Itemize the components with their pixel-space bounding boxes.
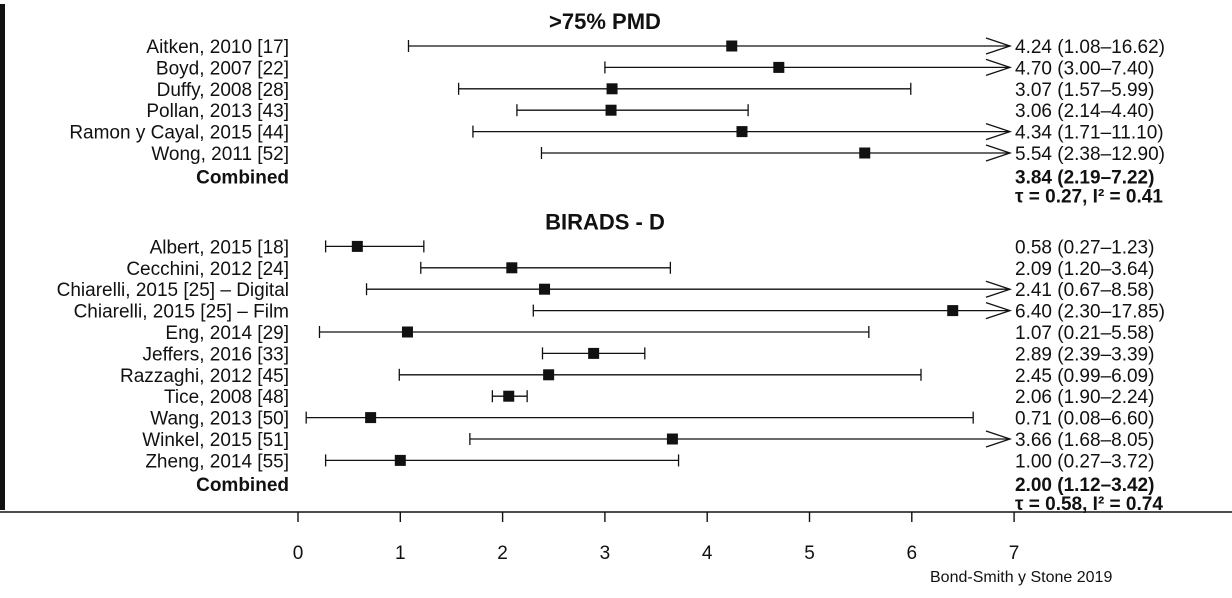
study-label: Boyd, 2007 [22] [156, 58, 289, 79]
x-tick-label: 7 [1009, 543, 1020, 564]
estimate-text: 2.09 (1.20–3.64) [1015, 259, 1154, 280]
heterogeneity-stat: τ = 0.27, I² = 0.41 [1015, 186, 1163, 207]
estimate-text: 2.06 (1.90–2.24) [1015, 387, 1154, 408]
study-label: Eng, 2014 [29] [165, 323, 289, 344]
estimate-text: 6.40 (2.30–17.85) [1015, 302, 1165, 323]
point-estimate [588, 347, 600, 359]
x-tick-label: 1 [395, 543, 406, 564]
combined-estimate: 3.84 (2.19–7.22) [1015, 167, 1154, 188]
point-estimate [506, 262, 518, 274]
point-estimate [859, 147, 871, 159]
x-tick-label: 6 [907, 543, 918, 564]
ci-arrow [985, 301, 1013, 320]
point-estimate [606, 83, 618, 95]
x-tick-label: 4 [702, 543, 713, 564]
estimate-text: 4.70 (3.00–7.40) [1015, 58, 1154, 79]
ci-arrow [985, 430, 1013, 448]
point-estimate [401, 326, 413, 338]
point-estimate [351, 240, 363, 252]
group-title: BIRADS - D [545, 209, 665, 234]
ci-arrow [985, 144, 1013, 162]
point-estimate [539, 283, 551, 295]
point-estimate [503, 390, 515, 402]
estimate-text: 2.45 (0.99–6.09) [1015, 366, 1154, 387]
ci-arrow [985, 280, 1013, 298]
estimate-text: 1.00 (0.27–3.72) [1015, 451, 1154, 472]
point-estimate [736, 126, 748, 138]
estimate-text: 2.41 (0.67–8.58) [1015, 280, 1154, 301]
point-estimate [773, 61, 785, 73]
point-estimate [947, 305, 959, 317]
combined-label: Combined [196, 167, 289, 188]
ci-arrow [985, 37, 1013, 55]
point-estimate [726, 40, 738, 52]
estimate-text: 0.71 (0.08–6.60) [1015, 409, 1154, 430]
study-label: Chiarelli, 2015 [25] – Digital [57, 280, 289, 301]
point-estimate [543, 369, 555, 381]
point-estimate [365, 412, 377, 424]
estimate-text: 1.07 (0.21–5.58) [1015, 323, 1154, 344]
x-tick-label: 0 [293, 543, 304, 564]
heterogeneity-stat: τ = 0.58, I² = 0.74 [1015, 494, 1163, 515]
estimate-text: 3.06 (2.14–4.40) [1015, 101, 1154, 122]
study-label: Aitken, 2010 [17] [146, 37, 289, 58]
estimate-text: 0.58 (0.27–1.23) [1015, 237, 1154, 258]
x-tick-label: 5 [804, 543, 815, 564]
estimate-text: 3.66 (1.68–8.05) [1015, 430, 1154, 451]
x-tick-label: 3 [600, 543, 611, 564]
ci-arrow [985, 122, 1013, 141]
ci-arrow [985, 58, 1013, 77]
study-label: Razzaghi, 2012 [45] [120, 366, 289, 387]
study-label: Cecchini, 2012 [24] [126, 259, 289, 280]
study-label: Tice, 2008 [48] [164, 387, 289, 408]
study-label: Pollan, 2013 [43] [146, 101, 289, 122]
group-title: >75% PMD [549, 9, 661, 34]
estimate-text: 3.07 (1.57–5.99) [1015, 80, 1154, 101]
estimate-text: 2.89 (2.39–3.39) [1015, 344, 1154, 365]
left-border-bar [0, 4, 5, 510]
x-tick-label: 2 [497, 543, 508, 564]
study-label: Wang, 2013 [50] [150, 409, 289, 430]
estimate-text: 4.24 (1.08–16.62) [1015, 37, 1165, 58]
study-label: Chiarelli, 2015 [25] – Film [74, 302, 289, 323]
study-label: Ramon y Cayal, 2015 [44] [69, 123, 289, 144]
point-estimate [394, 454, 406, 466]
study-label: Duffy, 2008 [28] [157, 80, 289, 101]
study-label: Zheng, 2014 [55] [145, 451, 289, 472]
point-estimate [666, 433, 678, 445]
study-label: Wong, 2011 [52] [151, 144, 289, 165]
combined-label: Combined [196, 475, 289, 496]
combined-estimate: 2.00 (1.12–3.42) [1015, 475, 1154, 496]
source-credit: Bond-Smith y Stone 2019 [930, 569, 1113, 586]
study-label: Winkel, 2015 [51] [142, 430, 289, 451]
estimate-text: 5.54 (2.38–12.90) [1015, 144, 1165, 165]
study-label: Albert, 2015 [18] [150, 237, 289, 258]
estimate-text: 4.34 (1.71–11.10) [1015, 123, 1164, 144]
study-label: Jeffers, 2016 [33] [143, 344, 289, 365]
point-estimate [605, 104, 617, 116]
